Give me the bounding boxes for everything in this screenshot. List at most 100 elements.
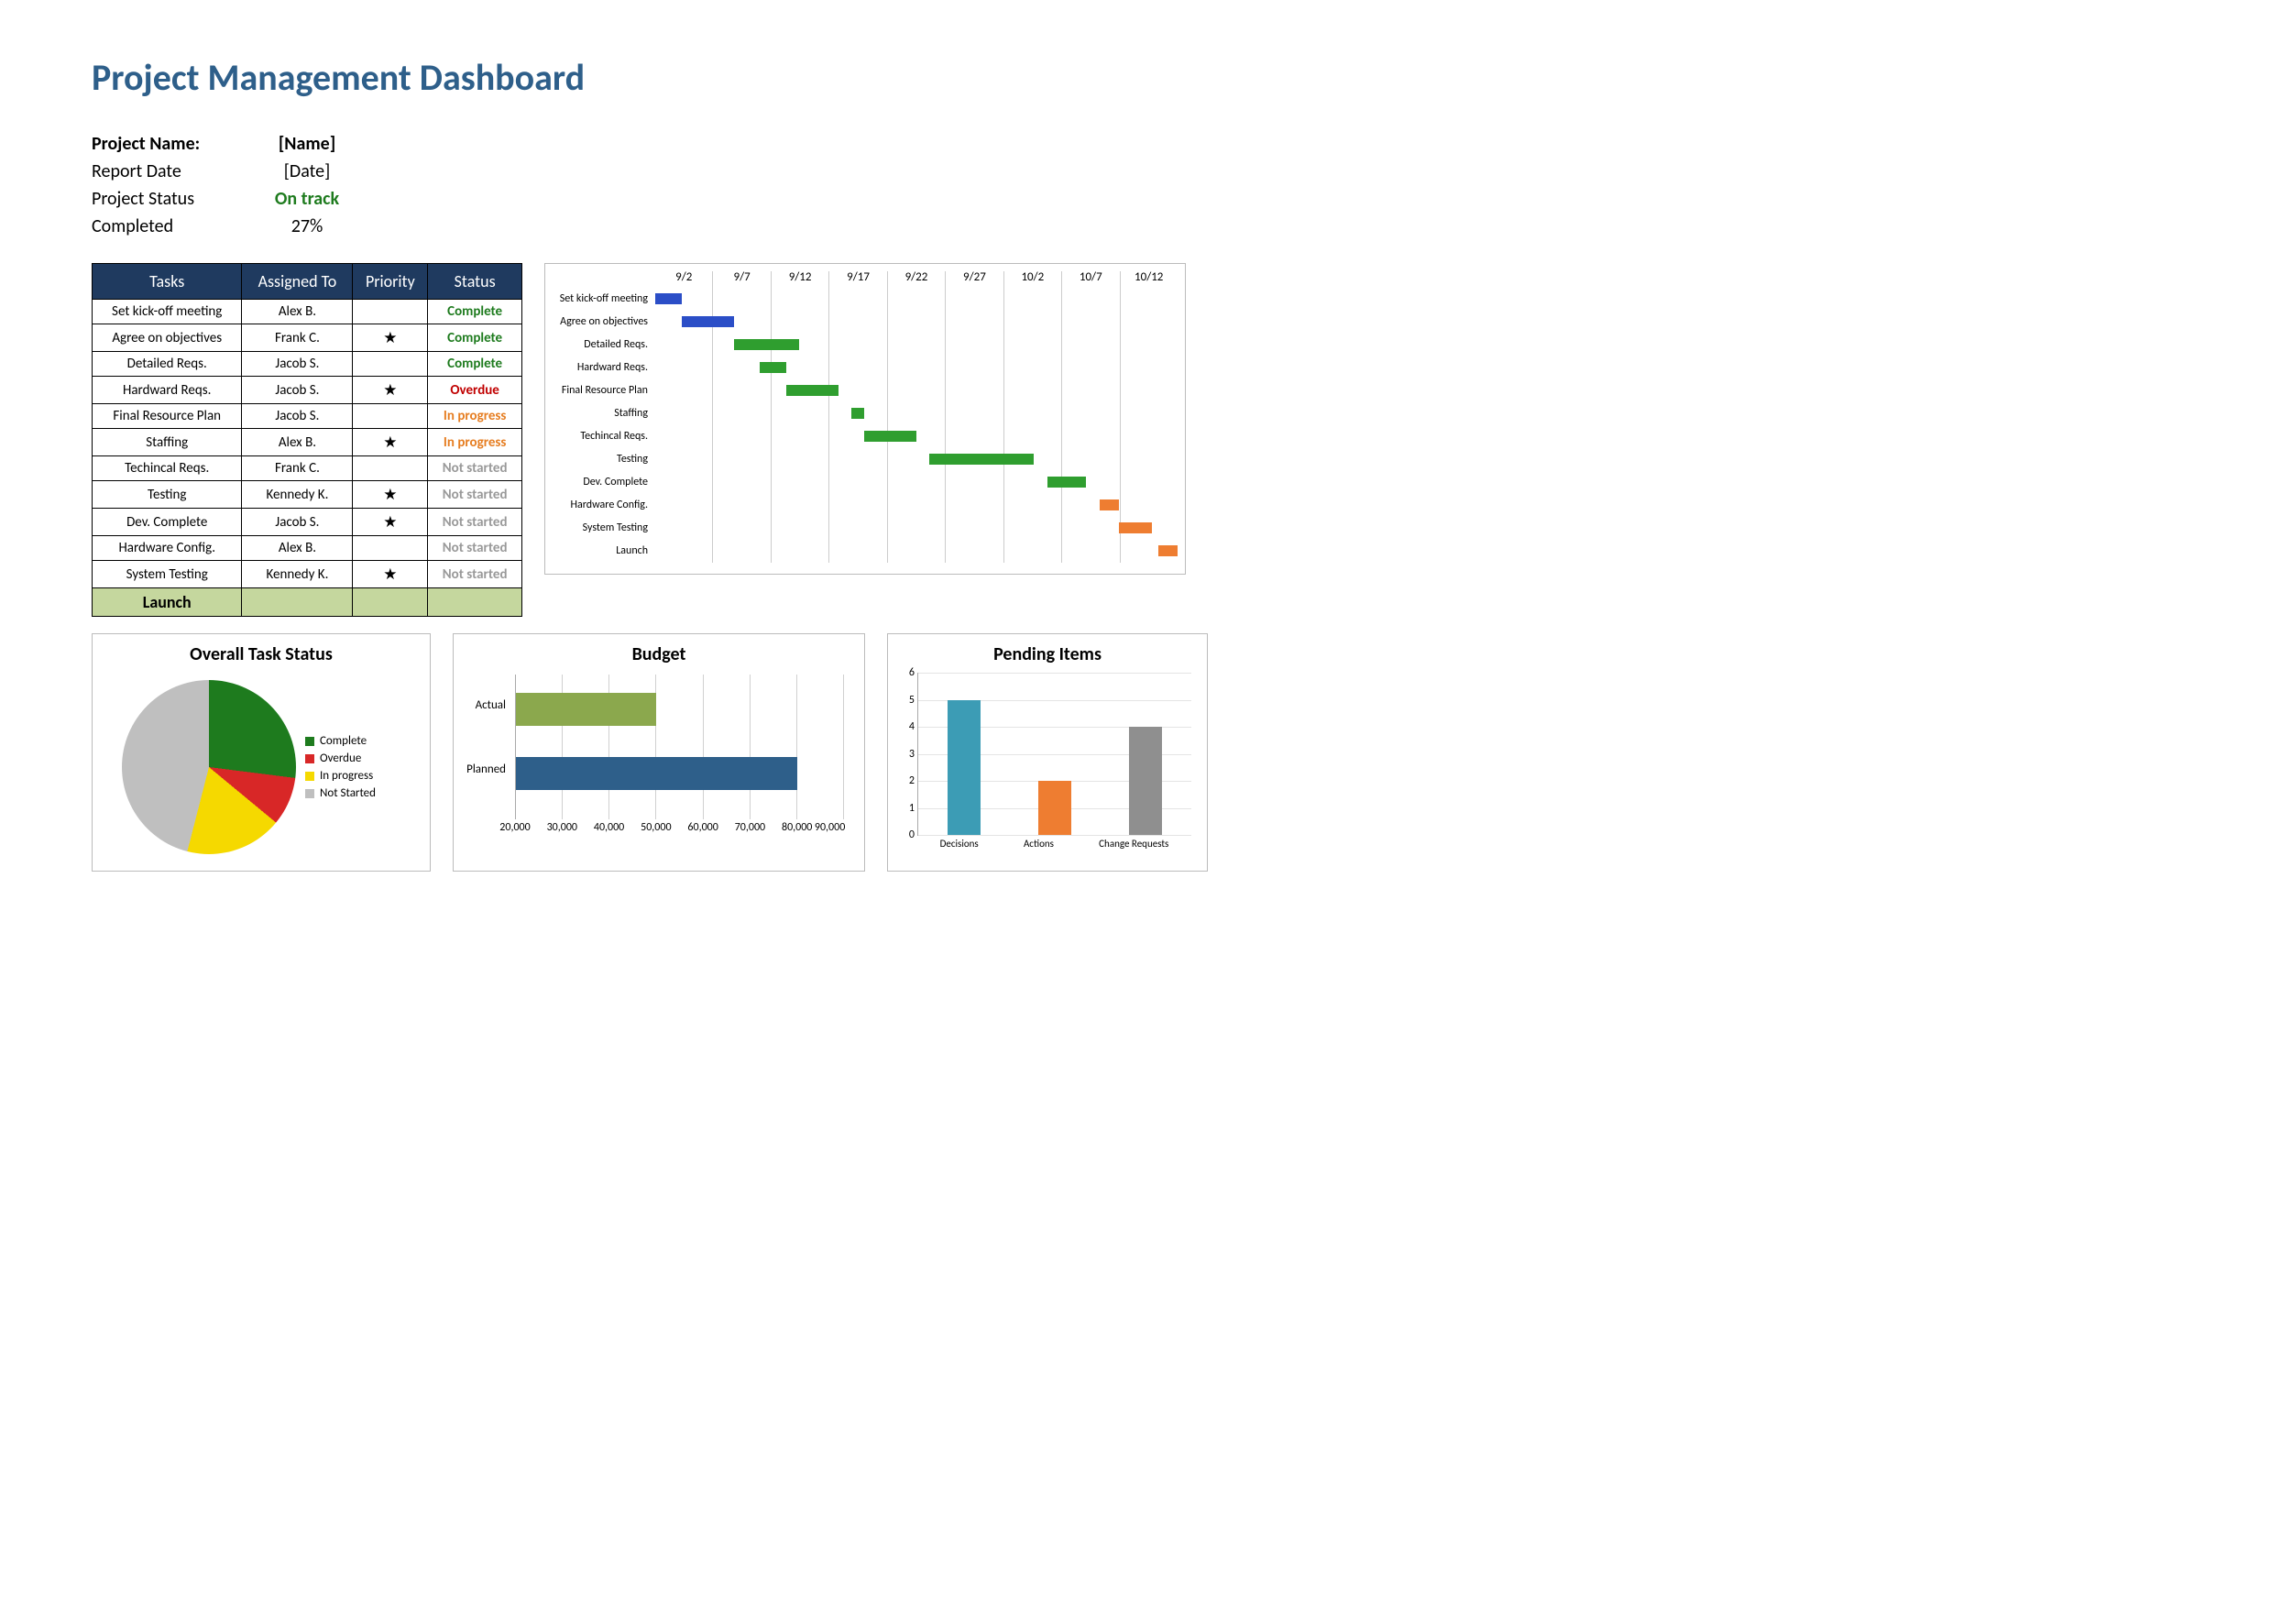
gantt-chart: 9/29/79/129/179/229/2710/210/710/12 Set … <box>544 263 1186 575</box>
gantt-date-label: 9/22 <box>887 271 945 288</box>
gantt-date-label: 9/7 <box>712 271 770 288</box>
cell-priority <box>353 456 428 481</box>
tasks-table: Tasks Assigned To Priority Status Set ki… <box>92 263 522 617</box>
gantt-date-label: 10/7 <box>1061 271 1119 288</box>
col-priority: Priority <box>353 264 428 300</box>
star-icon: ★ <box>383 485 397 504</box>
table-row: Agree on objectivesFrank C.★Complete <box>93 324 522 352</box>
cell-status: Complete <box>428 324 522 352</box>
gantt-bar <box>851 408 864 419</box>
gantt-row: Dev. Complete <box>655 471 1178 494</box>
budget-planned-label: Planned <box>465 763 510 776</box>
cell-status: Not started <box>428 509 522 536</box>
report-date-value: [Date] <box>247 160 367 182</box>
cell-status: In progress <box>428 404 522 429</box>
legend-swatch <box>305 754 314 763</box>
cell-task: Set kick-off meeting <box>93 300 242 324</box>
pending-xtick: Actions <box>1024 838 1054 856</box>
pending-ytick: 4 <box>902 720 915 733</box>
completed-label: Completed <box>92 215 247 237</box>
budget-xtick: 20,000 <box>491 821 538 839</box>
gantt-row: Detailed Reqs. <box>655 334 1178 357</box>
cell-status: Not started <box>428 536 522 561</box>
page-title: Project Management Dashboard <box>92 55 2199 100</box>
legend-label: Overdue <box>320 752 361 765</box>
table-row: Set kick-off meetingAlex B.Complete <box>93 300 522 324</box>
table-row: Detailed Reqs.Jacob S.Complete <box>93 352 522 377</box>
cell-status: Not started <box>428 561 522 588</box>
gantt-row-label: Testing <box>545 448 652 471</box>
budget-bar <box>516 693 656 726</box>
gantt-date-label: 9/27 <box>945 271 1003 288</box>
pending-bar <box>1038 781 1071 835</box>
cell-priority <box>353 404 428 429</box>
legend-item: In progress <box>305 769 376 783</box>
cell-task: Hardward Reqs. <box>93 377 242 404</box>
gantt-row-label: Techincal Reqs. <box>545 425 652 448</box>
col-tasks: Tasks <box>93 264 242 300</box>
gantt-bar <box>864 431 916 442</box>
project-name-value: [Name] <box>247 133 367 155</box>
budget-chart: Budget Actual Planned 20,00030,00040,000… <box>453 633 865 872</box>
cell-assigned: Kennedy K. <box>242 561 353 588</box>
cell-priority <box>353 352 428 377</box>
table-row: System TestingKennedy K.★Not started <box>93 561 522 588</box>
legend-label: Complete <box>320 734 367 748</box>
pending-ytick: 0 <box>902 828 915 841</box>
cell-priority: ★ <box>353 561 428 588</box>
gantt-row-label: Final Resource Plan <box>545 379 652 402</box>
gantt-row-label: Staffing <box>545 402 652 425</box>
pending-ytick: 5 <box>902 694 915 707</box>
table-header-row: Tasks Assigned To Priority Status <box>93 264 522 300</box>
star-icon: ★ <box>383 512 397 532</box>
col-assigned: Assigned To <box>242 264 353 300</box>
cell-priority: ★ <box>353 481 428 509</box>
legend-item: Overdue <box>305 752 376 765</box>
gantt-row: Set kick-off meeting <box>655 288 1178 311</box>
legend-label: In progress <box>320 769 373 783</box>
gantt-date-label: 9/2 <box>655 271 712 288</box>
project-status-label: Project Status <box>92 188 247 210</box>
table-row: Dev. CompleteJacob S.★Not started <box>93 509 522 536</box>
project-info: Project Name: [Name] Report Date [Date] … <box>92 133 2199 237</box>
gantt-row: Testing <box>655 448 1178 471</box>
pending-ytick: 1 <box>902 802 915 815</box>
gantt-row-label: Launch <box>545 540 652 563</box>
gantt-date-label: 10/12 <box>1120 271 1178 288</box>
budget-xtick: 60,000 <box>679 821 726 839</box>
gantt-bar <box>1047 477 1087 488</box>
table-row: Hardward Reqs.Jacob S.★Overdue <box>93 377 522 404</box>
cell-assigned: Alex B. <box>242 300 353 324</box>
star-icon: ★ <box>383 433 397 452</box>
cell-assigned: Frank C. <box>242 456 353 481</box>
pie-legend: CompleteOverdueIn progressNot Started <box>305 730 376 804</box>
budget-xtick: 80,000 <box>773 821 820 839</box>
gantt-bar <box>929 454 1034 465</box>
pending-title: Pending Items <box>899 643 1196 665</box>
completed-value: 27% <box>247 215 367 237</box>
gantt-row-label: Hardware Config. <box>545 494 652 517</box>
cell-task: Final Resource Plan <box>93 404 242 429</box>
table-row: Hardware Config.Alex B.Not started <box>93 536 522 561</box>
cell-priority: ★ <box>353 377 428 404</box>
cell-assigned: Alex B. <box>242 536 353 561</box>
budget-actual-label: Actual <box>465 698 510 712</box>
report-date-label: Report Date <box>92 160 247 182</box>
pending-xtick: Decisions <box>940 838 979 856</box>
cell-assigned: Jacob S. <box>242 404 353 429</box>
gantt-bar <box>1100 499 1119 510</box>
budget-xtick: 40,000 <box>586 821 632 839</box>
table-row: TestingKennedy K.★Not started <box>93 481 522 509</box>
gantt-row-label: Detailed Reqs. <box>545 334 652 357</box>
cell-status: Overdue <box>428 377 522 404</box>
cell-priority <box>353 536 428 561</box>
cell-priority: ★ <box>353 324 428 352</box>
gantt-date-label: 9/12 <box>771 271 828 288</box>
cell-task: Staffing <box>93 429 242 456</box>
cell-status: Not started <box>428 456 522 481</box>
gantt-row: Launch <box>655 540 1178 563</box>
gantt-row: Staffing <box>655 402 1178 425</box>
pending-ytick: 3 <box>902 748 915 761</box>
star-icon: ★ <box>383 380 397 400</box>
cell-task: Dev. Complete <box>93 509 242 536</box>
